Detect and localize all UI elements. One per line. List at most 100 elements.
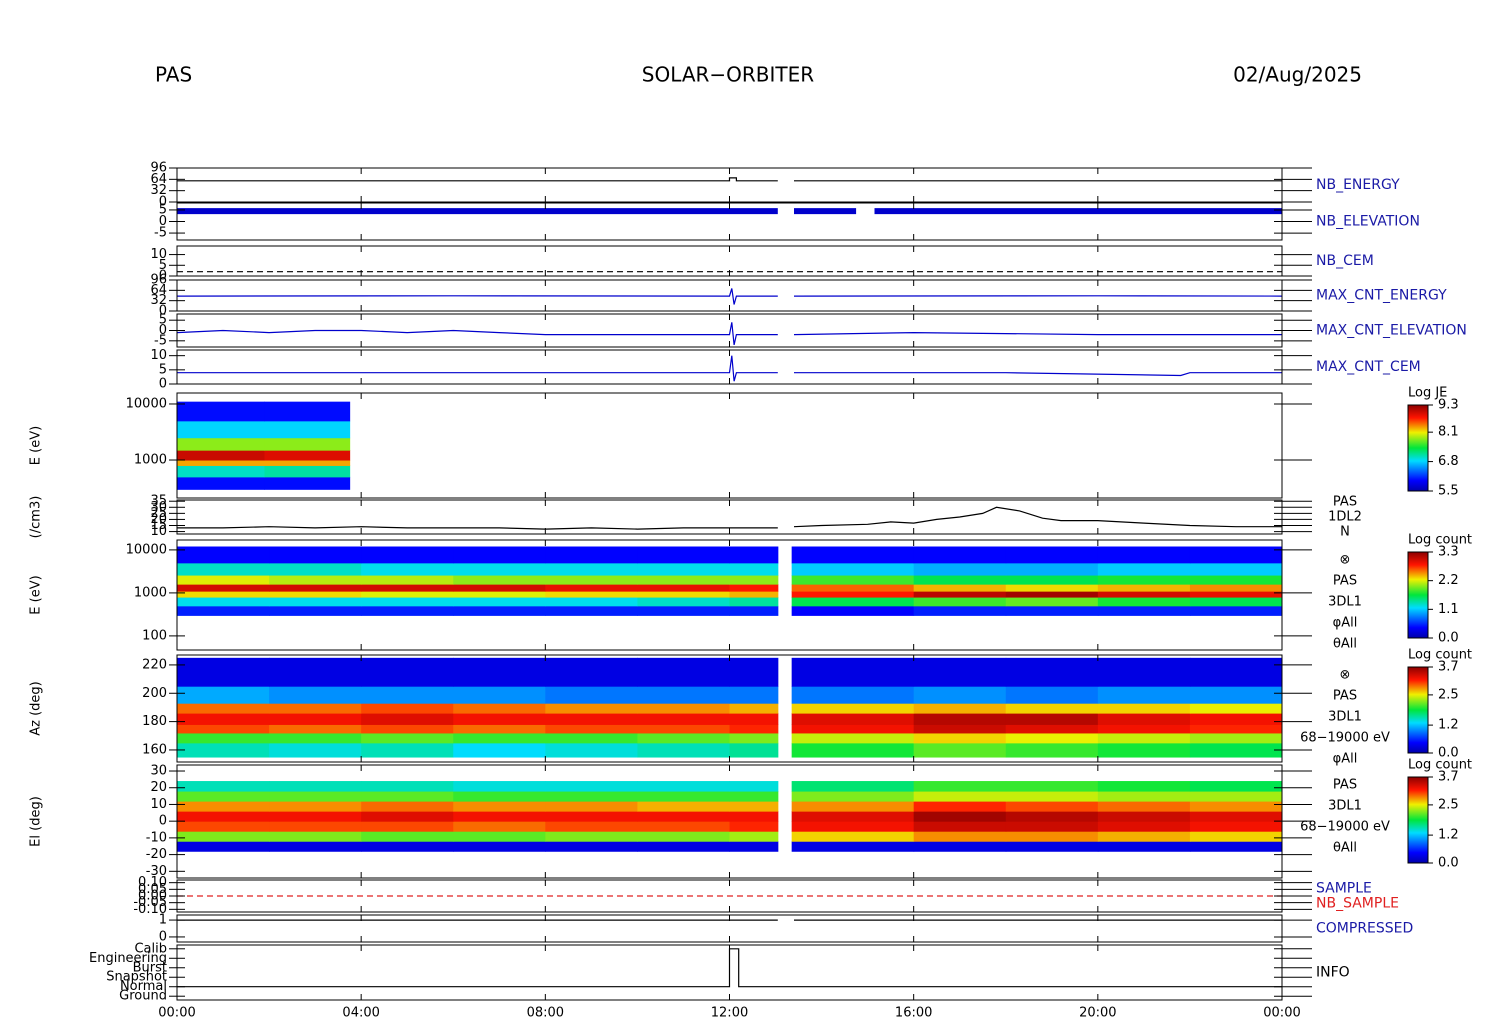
heatmap-cell — [791, 703, 915, 714]
heatmap-cell — [729, 686, 779, 704]
y-tick-label: 1000 — [134, 453, 167, 468]
y-tick-label: 5 — [159, 258, 167, 273]
colorbar-title: Log JE — [1408, 386, 1447, 401]
heatmap-cell — [637, 597, 730, 607]
y-tick-label: -5 — [154, 226, 167, 241]
heatmap-cell — [637, 724, 730, 734]
heatmap-cell — [177, 831, 270, 842]
heatmap-cell — [269, 742, 362, 758]
heatmap-cell — [361, 781, 454, 792]
y-tick-label: 25 — [150, 506, 167, 521]
heatmap-cell — [453, 801, 546, 812]
heatmap-cell — [177, 781, 270, 792]
heatmap-cell — [729, 791, 779, 802]
heatmap-cell — [264, 460, 351, 466]
heatmap-cell — [637, 575, 730, 585]
heatmap-cell — [361, 657, 454, 687]
y-tick-label: 0 — [159, 214, 167, 229]
heatmap-cell — [361, 591, 454, 598]
header-right: 02/Aug/2025 — [1233, 63, 1362, 87]
panel-label: MAX_CNT_CEM — [1316, 359, 1421, 375]
heatmap-cell — [637, 841, 730, 852]
heatmap-cell — [453, 742, 546, 758]
heatmap-cell — [729, 732, 779, 744]
heatmap-cell — [913, 591, 1007, 598]
panel-label: θAll — [1333, 841, 1357, 856]
heatmap-cell — [545, 575, 638, 585]
heatmap-cell — [913, 821, 1007, 832]
colorbar-tick-label: 3.7 — [1438, 770, 1459, 785]
heatmap-cell — [1097, 791, 1191, 802]
heatmap-cell — [791, 597, 915, 607]
heatmap-cell — [729, 575, 779, 585]
heatmap-cell — [177, 811, 270, 822]
y-tick-label: Burst — [133, 960, 167, 975]
y-tick-label: 180 — [142, 714, 167, 729]
heatmap-cell — [1005, 821, 1099, 832]
heatmap-cell — [1189, 584, 1283, 592]
colorbar-tick-label: 3.3 — [1438, 545, 1459, 560]
heatmap-cell — [264, 465, 351, 478]
y-tick-label: Ground — [119, 989, 167, 1004]
heatmap-cell — [637, 742, 730, 758]
heatmap-cell — [453, 811, 546, 822]
colorbar-tick-label: 3.7 — [1438, 660, 1459, 675]
heatmap-cell — [545, 605, 638, 616]
y-tick-label: -10 — [146, 830, 167, 845]
heatmap-cell — [361, 562, 454, 576]
heatmap-cell — [361, 831, 454, 842]
heatmap-cell — [1189, 575, 1283, 585]
heatmap-cell — [177, 791, 270, 802]
y-tick-label: 96 — [150, 161, 167, 176]
y-tick-label: 32 — [150, 183, 167, 198]
heatmap-cell — [913, 703, 1007, 714]
heatmap-cell — [1005, 657, 1099, 687]
heatmap-cell — [177, 546, 270, 564]
heatmap-cell — [453, 584, 546, 592]
heatmap-cell — [269, 821, 362, 832]
heatmap-cell — [269, 791, 362, 802]
colorbar-tick-label: 2.2 — [1438, 573, 1459, 588]
heatmap-cell — [1189, 742, 1283, 758]
x-tick-label: 08:00 — [527, 1006, 564, 1021]
heatmap-cell — [361, 811, 454, 822]
heatmap-cell — [637, 811, 730, 822]
data-line — [177, 177, 1282, 182]
heatmap-cell — [729, 821, 779, 832]
heatmap-cell — [1005, 781, 1099, 792]
heatmap-cell — [729, 811, 779, 822]
heatmap-cell — [453, 821, 546, 832]
heatmap-cell — [264, 401, 351, 422]
panel-label: 3DL1 — [1328, 710, 1362, 725]
heatmap-cell — [177, 597, 270, 607]
heatmap-cell — [1097, 686, 1191, 704]
heatmap-cell — [1097, 831, 1191, 842]
colorbar-tick-label: 1.2 — [1438, 828, 1459, 843]
heatmap-cell — [269, 597, 362, 607]
heatmap-cell — [791, 724, 915, 734]
heatmap-cell — [1097, 801, 1191, 812]
heatmap-cell — [269, 686, 362, 704]
heatmap-cell — [269, 724, 362, 734]
heatmap-cell — [177, 703, 270, 714]
heatmap-cell — [913, 546, 1007, 564]
heatmap-cell — [361, 821, 454, 832]
heatmap-cell — [177, 713, 270, 725]
heatmap-cell — [269, 562, 362, 576]
heatmap-cell — [361, 791, 454, 802]
heatmap-cell — [545, 546, 638, 564]
heatmap-cell — [545, 791, 638, 802]
heatmap-cell — [177, 562, 270, 576]
colorbar-tick-label: 1.1 — [1438, 602, 1459, 617]
y-tick-label: Calib — [134, 941, 167, 956]
y-tick-label: 0 — [159, 814, 167, 829]
x-tick-label: 16:00 — [895, 1006, 932, 1021]
heatmap-cell — [1189, 703, 1283, 714]
heatmap-cell — [453, 831, 546, 842]
heatmap-cell — [545, 811, 638, 822]
heatmap-cell — [1005, 605, 1099, 616]
panel-label: COMPRESSED — [1316, 921, 1413, 937]
heatmap-cell — [269, 591, 362, 598]
heatmap-cell — [913, 575, 1007, 585]
y-tick-label: 30 — [150, 764, 167, 779]
